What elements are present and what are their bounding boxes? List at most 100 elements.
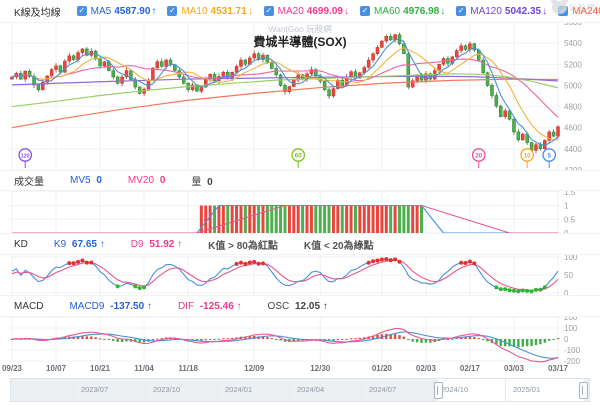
- kd-red-dot-note: K值 > 80為紅點: [208, 240, 278, 252]
- svg-text:1.5: 1.5: [564, 188, 576, 197]
- svg-text:10/07: 10/07: [46, 364, 67, 373]
- ma20-arrow-icon: ↓: [343, 5, 349, 17]
- navigator-gridline: [505, 379, 506, 401]
- page-title: 費城半導體(SOX): [253, 35, 347, 49]
- ma120-arrow-icon: ↓: [542, 5, 548, 17]
- navigator-handle-right[interactable]: [579, 382, 588, 399]
- ma20-value: 4699.09: [306, 5, 343, 17]
- svg-text:02/17: 02/17: [460, 364, 481, 373]
- ma60-arrow-icon: ↓: [440, 5, 446, 17]
- mv20-value: 0: [159, 175, 166, 186]
- svg-text:12/30: 12/30: [310, 364, 331, 373]
- osc-value: 12.05: [295, 300, 321, 312]
- ma-cross-markers[interactable]: 120 60 20 10 5: [18, 148, 557, 168]
- ma20-checkbox[interactable]: ✓: [263, 6, 274, 16]
- svg-text:10: 10: [524, 153, 531, 160]
- ma-overlay-lines: [11, 38, 559, 146]
- ma10-arrow-icon: ↓: [247, 5, 253, 17]
- ma120-label: MA120: [470, 5, 502, 17]
- navigator-gridline: [73, 379, 74, 401]
- navigator-label: 2025/01: [513, 385, 541, 394]
- ma60-legend-item: ✓ MA60 4976.98 ↓: [359, 5, 446, 17]
- mv5-value: 0: [96, 175, 102, 186]
- svg-text:4600: 4600: [564, 124, 582, 133]
- svg-text:-200: -200: [564, 357, 581, 366]
- navigator-gridline: [289, 379, 290, 401]
- navigator-label: 2024/04: [297, 385, 325, 394]
- svg-text:0: 0: [564, 289, 569, 298]
- svg-text:1: 1: [564, 202, 569, 211]
- navigator-gridline: [433, 379, 434, 401]
- macd9-value: -137.50: [110, 300, 145, 312]
- dif-legend-item: DIF -125.46 ↑: [177, 300, 242, 312]
- d9-legend-item: D9 51.92 ↑: [130, 238, 183, 250]
- k9-arrow-icon: ↑: [99, 238, 105, 250]
- navigator-label: 2023/10: [153, 385, 181, 394]
- wantgoo-logo-text: 玩股網: [569, 3, 595, 12]
- mv20-legend-item: MV20 0: [127, 175, 166, 186]
- dif-value: -125.46: [199, 300, 234, 312]
- navigator-handle-left[interactable]: [434, 382, 443, 399]
- ma240-label: MA240: [572, 5, 600, 17]
- svg-text:5: 5: [547, 153, 551, 160]
- macd-legend-bar: MACD MACD9 -137.50 ↑ DIF -125.46 ↑ OSC 1…: [0, 295, 600, 317]
- kd-title: KD: [14, 238, 28, 250]
- ma120-value: 5042.35: [504, 5, 542, 17]
- svg-text:200: 200: [564, 313, 578, 322]
- wantgoo-logo-icon: [550, 0, 568, 14]
- ma120-legend-item: ✓ MA120 5042.35 ↓: [456, 6, 547, 17]
- svg-text:60: 60: [295, 153, 302, 160]
- ma5-checkbox[interactable]: ✓: [76, 6, 87, 16]
- kd-signal-dots: [67, 257, 547, 294]
- navigator-left-mask[interactable]: [11, 379, 438, 401]
- navigator-gridline: [145, 379, 146, 401]
- osc-arrow-icon: ↑: [322, 300, 328, 312]
- svg-text:11/04: 11/04: [134, 364, 154, 373]
- svg-text:12/09: 12/09: [244, 364, 265, 373]
- svg-text:11/18: 11/18: [178, 364, 198, 373]
- kline-legend-title: K線及均線: [14, 7, 61, 19]
- ma-legend-bar: K線及均線 ✓ MA5 4587.90 ↑ ✓ MA10 4531.71 ↓ ✓…: [0, 0, 600, 23]
- ma5-legend-item: ✓ MA5 4587.90 ↑: [76, 5, 157, 17]
- volume-legend-bar: 成交量 MV5 0 MV20 0 量 0: [0, 170, 600, 191]
- ma5-arrow-icon: ↑: [151, 5, 157, 17]
- range-navigator[interactable]: 2023/07 2023/10 2024/01 2024/04 2024/07 2024/…: [10, 378, 590, 402]
- kd-green-dot-note: K值 < 20為綠點: [303, 240, 374, 252]
- mv5-legend-item: MV5 0: [70, 175, 102, 186]
- svg-text:10/21: 10/21: [90, 364, 111, 373]
- ma10-legend-item: ✓ MA10 4531.71 ↓: [167, 5, 253, 17]
- x-axis-labels: 09/23 10/07 10/21 11/04 11/18 12/09 12/30 01/20…: [2, 364, 569, 373]
- ma120-checkbox[interactable]: ✓: [456, 6, 467, 16]
- macd9-legend-item: MACD9 -137.50 ↑: [69, 300, 152, 312]
- svg-text:0.5: 0.5: [564, 215, 576, 224]
- ma60-value: 4976.98: [403, 5, 440, 17]
- ma10-label: MA10: [181, 5, 208, 17]
- svg-text:01/20: 01/20: [372, 364, 393, 373]
- ma20-legend-item: ✓ MA20 4699.09 ↓: [263, 5, 349, 17]
- chart-watermark: WantGoo 玩股網: [268, 24, 332, 34]
- navigator-label: 2024/10: [441, 385, 469, 394]
- ma10-value: 4531.71: [210, 5, 247, 17]
- d9-arrow-icon: ↑: [177, 238, 183, 250]
- osc-legend-item: OSC 12.05 ↑: [267, 300, 328, 312]
- k9-legend-item: K9 67.65 ↑: [53, 238, 105, 250]
- ma10-checkbox[interactable]: ✓: [167, 6, 178, 16]
- navigator-label: 2024/07: [369, 385, 397, 394]
- svg-text:4400: 4400: [564, 145, 582, 154]
- ma20-label: MA20: [277, 5, 304, 17]
- svg-text:02/03: 02/03: [416, 364, 437, 373]
- volume-title: 成交量: [14, 177, 44, 188]
- volume-bars[interactable]: [199, 205, 423, 234]
- navigator-label: 2023/07: [81, 385, 109, 394]
- svg-text:50: 50: [564, 271, 573, 280]
- ma60-checkbox[interactable]: ✓: [359, 6, 370, 16]
- candlestick-series[interactable]: [10, 32, 560, 154]
- k9-value: 67.65: [71, 238, 97, 250]
- macd-lines[interactable]: [11, 328, 559, 363]
- svg-text:120: 120: [21, 154, 30, 160]
- kd-legend-bar: KD K9 67.65 ↑ D9 51.92 ↑ K值 > 80為紅點 K值 <…: [0, 233, 600, 255]
- wantgoo-logo: 玩股網: [550, 0, 596, 14]
- svg-text:100: 100: [564, 253, 578, 262]
- d9-value: 51.92: [149, 238, 175, 250]
